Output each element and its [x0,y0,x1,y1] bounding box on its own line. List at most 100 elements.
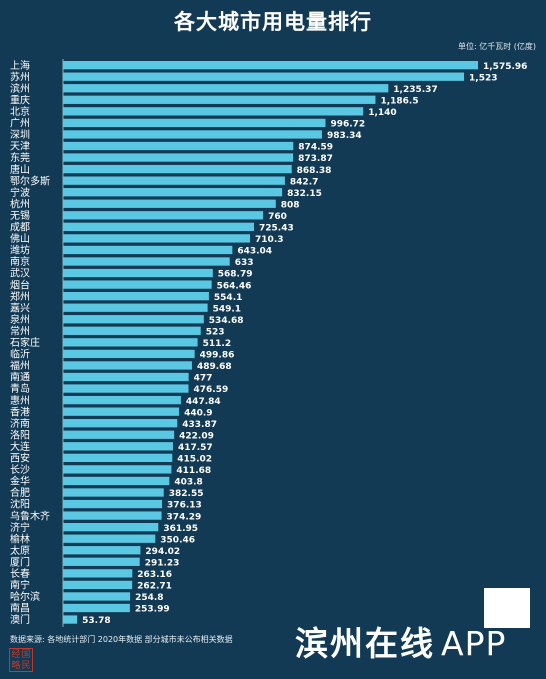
category-label: 大连 [10,440,30,453]
bar [63,234,251,243]
value-label: 382.55 [169,489,204,499]
bar [63,534,156,543]
bar [63,384,189,393]
category-label: 无锡 [10,209,30,222]
bar [63,107,364,116]
bar [63,580,133,590]
bar [63,303,208,312]
bar [63,257,230,266]
chart-title: 各大城市用电量排行 [174,10,372,34]
bar [63,61,478,70]
bar [63,164,292,174]
stamp-char: 民 [21,661,31,671]
value-label: 1,575.96 [483,62,527,72]
bar [63,326,201,335]
category-label: 南通 [10,371,30,384]
unit-label: 单位: 亿千瓦时 (亿度) [457,42,536,51]
category-label: 潍坊 [10,244,30,257]
category-label: 杭州 [10,197,30,210]
stamp-char: 略 [11,661,21,671]
value-label: 440.9 [184,408,212,418]
bar [63,569,133,578]
category-label: 常州 [10,324,30,337]
category-label: 南昌 [10,602,30,615]
category-label: 滨州 [10,82,30,95]
value-label: 411.68 [176,466,211,476]
category-label: 南宁 [10,579,30,592]
bar [63,153,294,162]
bar [63,268,213,278]
value-label: 564.46 [217,281,252,291]
value-label: 447.84 [186,397,221,407]
bar [63,338,198,347]
category-label: 洛阳 [10,428,30,441]
value-label: 253.99 [135,605,170,615]
value-label: 1,186.5 [380,96,418,106]
value-label: 422.09 [179,431,214,441]
bar [63,603,130,613]
category-label: 鄂尔多斯 [10,174,50,187]
value-label: 554.1 [214,293,242,303]
value-label: 374.29 [167,512,202,522]
category-label: 唐山 [10,163,30,176]
bar [63,453,173,462]
value-label: 868.38 [297,166,332,176]
value-label: 633 [235,258,254,268]
bar [63,315,204,324]
bar [63,118,326,128]
category-label: 榆林 [10,532,30,545]
bar [63,292,209,301]
category-label: 广州 [10,118,30,130]
bar [63,592,131,601]
value-label: 643.04 [237,247,272,257]
value-label: 760 [268,212,287,222]
category-label: 成都 [10,222,30,234]
category-label: 北京 [10,105,30,118]
category-label: 天津 [10,141,30,153]
value-label: 415.02 [177,455,212,465]
bar [63,176,285,185]
category-label: 金华 [10,475,30,488]
category-label: 长沙 [10,464,30,476]
value-label: 499.86 [200,351,235,361]
category-label: 上海 [10,59,30,72]
bar [63,84,389,93]
stamp-char: 国 [21,650,31,660]
value-label: 842.7 [290,177,318,187]
bar [63,188,283,197]
category-label: 泉州 [10,313,30,326]
value-label: 873.87 [298,154,333,164]
bar [63,523,159,532]
category-label: 合肥 [10,486,30,499]
value-label: 262.71 [137,582,172,592]
watermark: 滨州在线 APP [295,617,506,665]
category-label: 深圳 [10,129,30,141]
category-label: 济南 [10,417,30,430]
bar [63,419,178,428]
bar [63,222,255,231]
category-label: 澳门 [10,613,30,626]
value-label: 1,523 [469,73,497,83]
watermark-main: 滨州在线 [295,624,435,663]
bar [63,211,264,220]
category-label: 宁波 [10,186,30,199]
value-label: 361.95 [163,524,198,534]
bar [63,245,233,255]
value-label: 996.72 [330,120,365,130]
qr-code-image [484,588,530,628]
value-label: 53.78 [82,616,110,626]
bar [63,465,172,474]
category-label: 嘉兴 [10,301,30,314]
category-label: 苏州 [10,70,30,83]
category-label: 烟台 [10,278,30,291]
category-label: 青岛 [10,382,30,395]
category-label: 东莞 [10,151,30,164]
bar [63,349,195,359]
value-label: 710.3 [255,235,283,245]
data-source-note: 数据来源: 各地统计部门 2020年数据 部分城市未公布相关数据 [10,635,233,644]
value-label: 254.8 [135,593,163,603]
category-label: 沈阳 [10,498,30,511]
bar [63,476,170,486]
value-label: 376.13 [167,501,202,511]
bar [63,95,376,104]
